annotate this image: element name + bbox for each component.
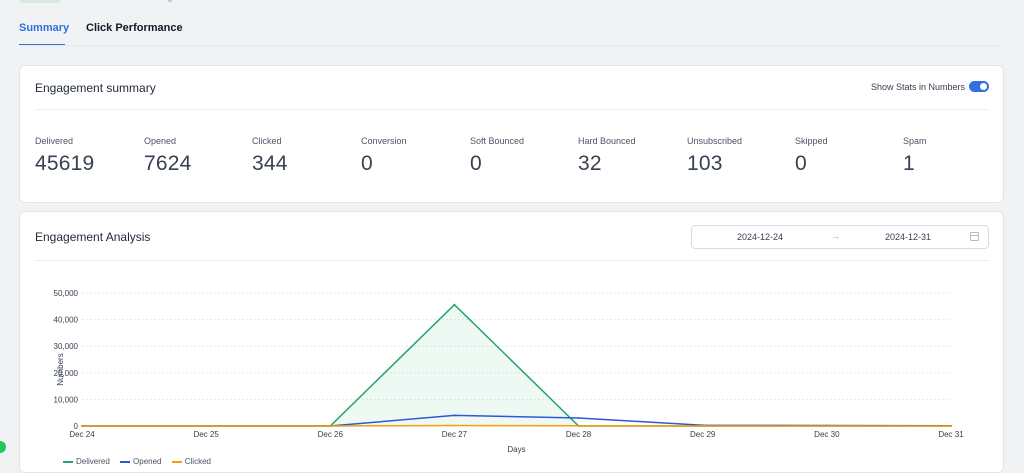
top-fragment-mark xyxy=(168,0,172,2)
stat-value: 1 xyxy=(903,152,915,175)
stat-value: 0 xyxy=(470,152,482,175)
y-tick-label: 30,000 xyxy=(54,342,79,351)
stat-label: Delivered xyxy=(35,136,74,146)
stat-value: 0 xyxy=(361,152,373,175)
y-tick-label: 40,000 xyxy=(54,316,79,325)
stat-value: 344 xyxy=(252,152,288,175)
card-divider xyxy=(35,109,989,110)
stat-value: 45619 xyxy=(35,152,95,175)
y-tick-label: 20,000 xyxy=(54,369,79,378)
data-point-clicked xyxy=(81,425,83,427)
y-tick-label: 10,000 xyxy=(54,395,79,404)
x-tick-label: Dec 28 xyxy=(566,430,592,439)
tab-bar: Summary Click Performance xyxy=(0,0,1004,46)
stat-label: Soft Bounced xyxy=(470,136,525,146)
stat-label: Hard Bounced xyxy=(578,136,636,146)
engagement-summary-card: Engagement summary Show Stats in Numbers… xyxy=(19,65,1004,203)
tabs-divider xyxy=(19,45,1002,46)
series-area-delivered xyxy=(82,304,951,426)
y-tick-label: 0 xyxy=(74,422,79,431)
tab-summary[interactable]: Summary xyxy=(19,22,70,34)
date-end-input[interactable]: 2024-12-31 xyxy=(885,232,932,242)
data-point-opened xyxy=(453,414,456,417)
stat-unsubscribed: Unsubscribed 103 xyxy=(687,136,742,176)
stat-value: 7624 xyxy=(144,152,192,175)
data-point-delivered xyxy=(453,303,456,306)
stat-label: Unsubscribed xyxy=(687,136,743,146)
stat-delivered: Delivered 45619 xyxy=(35,136,94,176)
data-point-clicked xyxy=(825,425,828,427)
y-tick-label: 50,000 xyxy=(54,289,79,298)
stat-hard-bounced: Hard Bounced 32 xyxy=(578,136,636,176)
stat-value: 32 xyxy=(578,152,602,175)
calendar-icon[interactable] xyxy=(970,232,979,241)
engagement-analysis-card: Engagement Analysis 2024-12-24 → 2024-12… xyxy=(19,211,1004,473)
stat-skipped: Skipped 0 xyxy=(795,136,828,176)
stat-value: 103 xyxy=(687,152,723,175)
card-divider xyxy=(35,260,989,261)
stat-conversion: Conversion 0 xyxy=(361,136,407,176)
engagement-line-chart: 0 10,000 20,000 30,000 40,000 50,000 Dec 24 Dec… xyxy=(54,289,965,454)
top-fragment-badge xyxy=(20,0,60,3)
x-tick-label: Dec 26 xyxy=(318,430,344,439)
stat-label: Skipped xyxy=(795,136,828,146)
x-tick-label: Dec 31 xyxy=(938,430,964,439)
data-point-clicked xyxy=(577,424,580,427)
x-tick-label: Dec 30 xyxy=(814,430,840,439)
date-start-input[interactable]: 2024-12-24 xyxy=(737,232,784,242)
engagement-summary-title: Engagement summary xyxy=(35,81,156,95)
stat-value: 0 xyxy=(795,152,807,175)
y-axis-title: Numbers xyxy=(56,353,65,385)
stat-label: Opened xyxy=(144,136,177,146)
x-axis-title: Days xyxy=(507,445,525,454)
x-tick-label: Dec 27 xyxy=(442,430,468,439)
data-point-opened xyxy=(577,417,580,419)
stat-label: Clicked xyxy=(252,136,282,146)
data-point-clicked xyxy=(701,425,704,427)
stat-spam: Spam 1 xyxy=(903,136,927,176)
stat-soft-bounced: Soft Bounced 0 xyxy=(470,136,524,176)
series-line-clicked xyxy=(82,424,952,427)
data-point-clicked xyxy=(329,425,332,427)
arrow-right-icon: → xyxy=(831,231,840,241)
show-stats-label: Show Stats in Numbers xyxy=(870,82,965,92)
x-tick-label: Dec 24 xyxy=(69,430,95,439)
show-stats-toggle[interactable] xyxy=(969,81,989,92)
date-range-picker[interactable]: 2024-12-24 → 2024-12-31 xyxy=(691,225,989,249)
engagement-analysis-title: Engagement Analysis xyxy=(35,230,151,244)
stat-clicked: Clicked 344 xyxy=(252,136,288,176)
stat-opened: Opened 7624 xyxy=(144,136,192,176)
floating-help-button[interactable] xyxy=(0,441,6,453)
toggle-knob xyxy=(980,83,987,90)
x-tick-label: Dec 29 xyxy=(690,430,716,439)
tab-click-performance[interactable]: Click Performance xyxy=(86,22,183,34)
data-point-clicked xyxy=(453,424,456,427)
x-tick-label: Dec 25 xyxy=(193,430,219,439)
data-point-clicked xyxy=(205,425,208,427)
stat-label: Spam xyxy=(903,136,927,146)
stat-label: Conversion xyxy=(361,136,407,146)
data-point-clicked xyxy=(950,425,952,427)
